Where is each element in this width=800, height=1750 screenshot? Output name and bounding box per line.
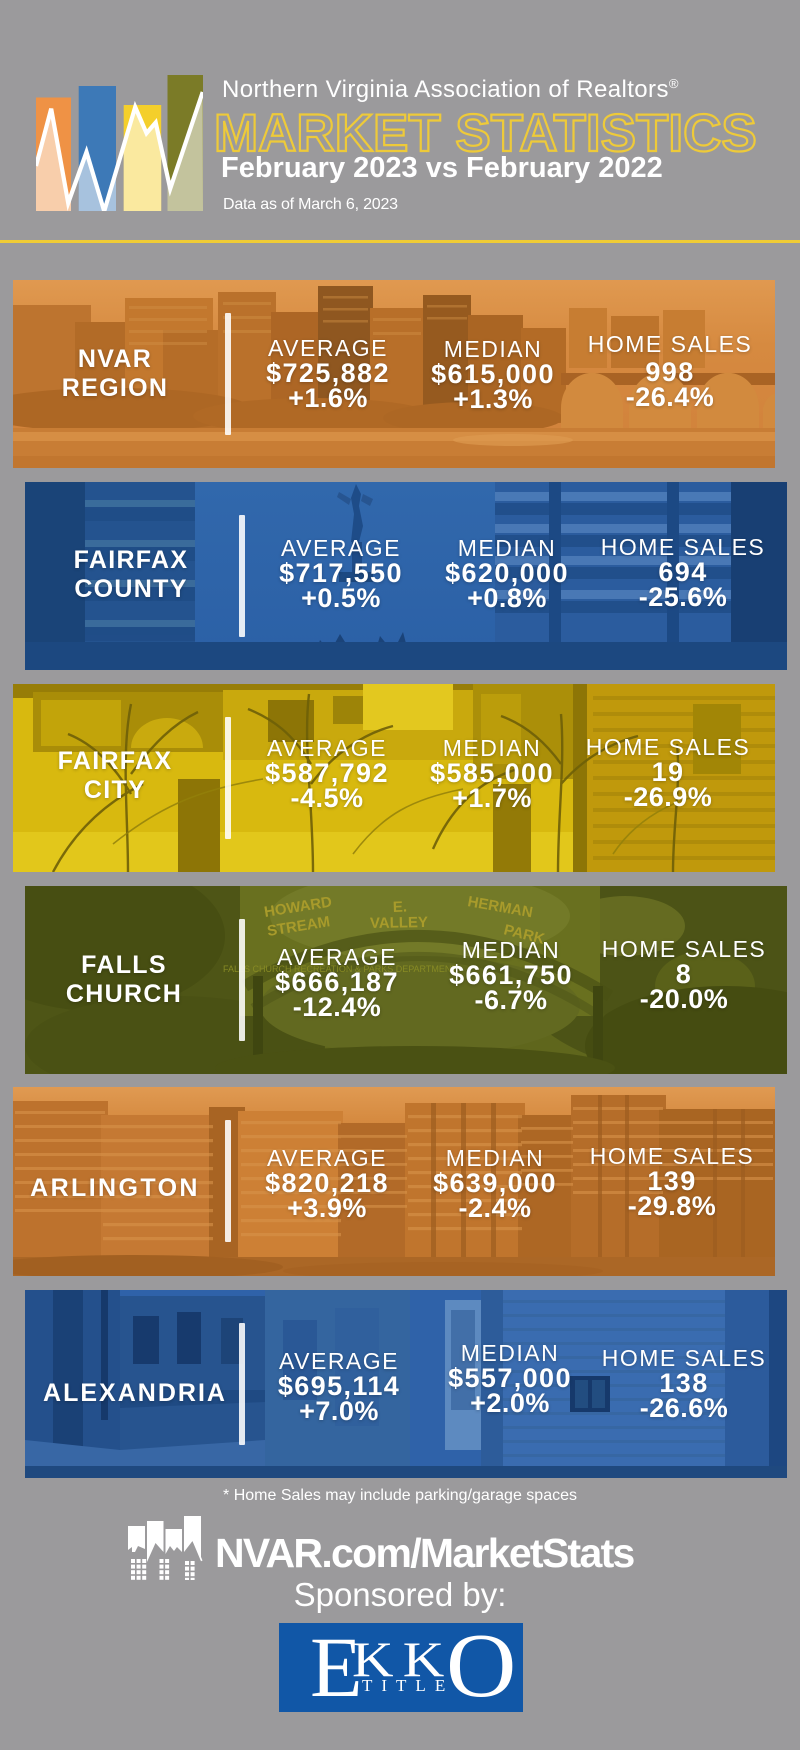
svg-text:FALLS CHURCH RECREATION & PARK: FALLS CHURCH RECREATION & PARKS DEPARTME… <box>223 964 457 974</box>
svg-text:E.: E. <box>393 899 408 916</box>
svg-text:VALLEY: VALLEY <box>370 914 428 932</box>
